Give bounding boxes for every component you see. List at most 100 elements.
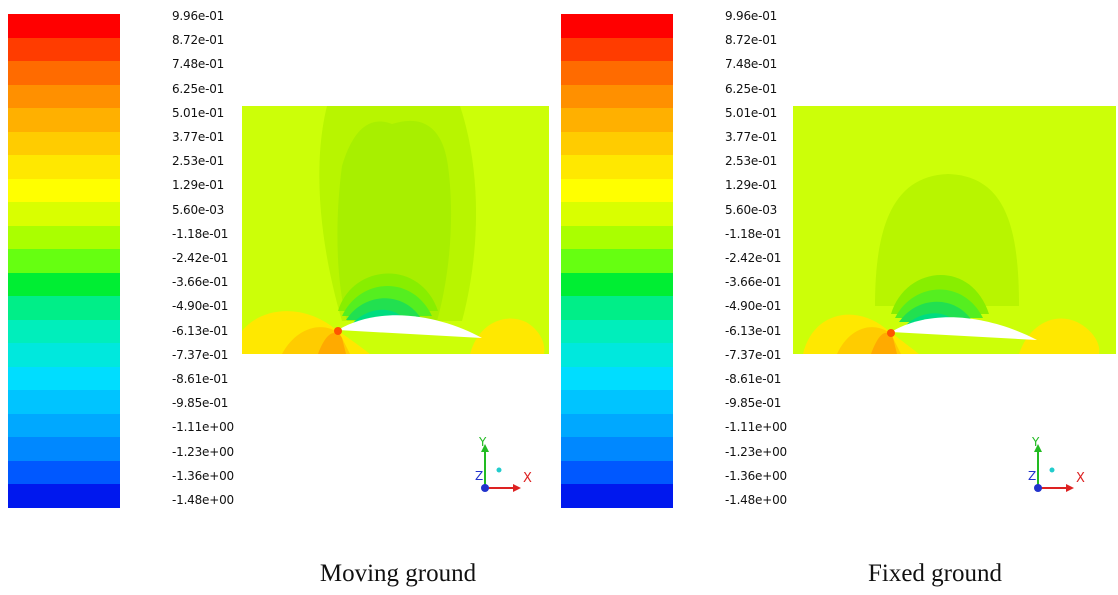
colorbar-swatch: [8, 437, 120, 462]
contour-plot: [242, 106, 549, 354]
axis-z-label: Z: [1028, 469, 1036, 483]
colorbar-tick-label: -1.48e+00: [172, 493, 234, 507]
colorbar-tick-label: -4.90e-01: [725, 299, 782, 314]
colorbar-swatch: [561, 484, 673, 509]
axis-x-label: X: [1076, 471, 1085, 486]
colorbar-tick-label: 3.77e-01: [172, 130, 225, 144]
colorbar-swatch: [561, 108, 673, 133]
colorbar-swatch: [561, 84, 673, 109]
colorbar-tick-label: 9.96e-01: [172, 9, 225, 23]
colorbar-tick-label: 6.25e-01: [725, 81, 778, 96]
colorbar-swatch: [8, 108, 120, 133]
colorbar-tick-label: 1.29e-01: [725, 178, 778, 193]
colorbar-swatch: [561, 343, 673, 368]
caption: Fixed ground: [867, 560, 1003, 587]
colorbar-swatch: [561, 437, 673, 462]
colorbar-tick-label: -1.36e+00: [725, 468, 787, 483]
colorbar-swatch: [8, 14, 120, 39]
colorbar-tick-label: 9.96e-01: [725, 9, 778, 23]
axes-triad: Y X Z: [475, 435, 532, 492]
colorbar-swatch: [8, 37, 120, 62]
axis-x-label: X: [523, 471, 532, 486]
colorbar: [561, 14, 673, 509]
colorbar-tick-label: -6.13e-01: [725, 323, 782, 338]
contour-plot: [793, 106, 1116, 354]
colorbar-tick-label: -6.13e-01: [172, 323, 229, 338]
colorbar-swatch: [8, 413, 120, 438]
colorbar-swatch: [561, 155, 673, 180]
colorbar-tick-label: 8.72e-01: [725, 33, 778, 48]
colorbar-swatch: [8, 131, 120, 156]
colorbar-swatch: [8, 178, 120, 203]
colorbar-tick-label: -1.18e-01: [725, 226, 782, 241]
colorbar-tick-label: -1.18e-01: [172, 226, 229, 241]
colorbar-swatch: [8, 390, 120, 415]
caption: Moving ground: [319, 560, 477, 587]
colorbar-swatch: [8, 366, 120, 391]
colorbar-tick-label: -1.36e+00: [172, 468, 234, 483]
colorbar-tick-label: 1.29e-01: [172, 178, 225, 193]
colorbar-swatch: [8, 249, 120, 274]
colorbar-tick-label: 3.77e-01: [725, 130, 778, 144]
colorbar-tick-label: 5.01e-01: [172, 105, 225, 120]
colorbar-tick-label: 7.48e-01: [172, 57, 225, 72]
colorbar-tick-label: -7.37e-01: [725, 347, 782, 362]
colorbar-swatch: [8, 484, 120, 509]
colorbar: [8, 14, 120, 509]
colorbar-swatch: [8, 202, 120, 227]
colorbar-swatch: [561, 413, 673, 438]
colorbar-tick-label: -8.61e-01: [725, 372, 782, 386]
colorbar-tick-label: 8.72e-01: [172, 33, 225, 48]
colorbar-tick-label: -2.42e-01: [725, 251, 782, 265]
colorbar-tick-label: 2.53e-01: [725, 154, 778, 169]
colorbar-swatch: [561, 37, 673, 62]
colorbar-swatch: [561, 202, 673, 227]
colorbar-tick-label: 5.01e-01: [725, 105, 778, 120]
colorbar-swatch: [8, 225, 120, 250]
panel-moving-ground: 9.96e-01 8.72e-01 7.48e-01 6.25e-01 5.01e-01…: [8, 9, 549, 587]
colorbar-swatch: [8, 61, 120, 86]
colorbar-tick-label: 5.60e-03: [725, 202, 778, 217]
colorbar-tick-label: -1.48e+00: [725, 493, 787, 507]
colorbar-swatch: [561, 319, 673, 344]
colorbar-swatch: [561, 61, 673, 86]
colorbar-swatch: [561, 296, 673, 321]
panel-fixed-ground: 9.96e-01 8.72e-01 7.48e-01 6.25e-01 5.01e-01…: [553, 0, 1116, 595]
colorbar-tick-label: -1.11e+00: [725, 420, 787, 435]
colorbar-swatch: [8, 272, 120, 297]
colorbar-swatch: [8, 296, 120, 321]
colorbar-tick-label: -8.61e-01: [172, 372, 229, 386]
colorbar-tick-label: -1.11e+00: [172, 420, 234, 435]
colorbar-swatch: [561, 366, 673, 391]
colorbar-swatch: [561, 225, 673, 250]
colorbar-tick-label: -2.42e-01: [172, 251, 229, 265]
colorbar-swatch: [561, 14, 673, 39]
colorbar-tick-label: -7.37e-01: [172, 347, 229, 362]
colorbar-tick-label: -1.23e+00: [172, 444, 234, 459]
colorbar-swatch: [561, 249, 673, 274]
colorbar-tick-label: 6.25e-01: [172, 81, 225, 96]
colorbar-swatch: [561, 178, 673, 203]
colorbar-swatch: [561, 272, 673, 297]
colorbar-swatch: [8, 319, 120, 344]
colorbar-tick-label: -9.85e-01: [172, 396, 229, 411]
colorbar-tick-label: 5.60e-03: [172, 202, 225, 217]
colorbar-swatch: [561, 460, 673, 485]
colorbar-swatch: [8, 460, 120, 485]
axes-triad: Y X Z: [1028, 435, 1085, 492]
colorbar-tick-label: -1.23e+00: [725, 444, 787, 459]
colorbar-swatch: [561, 390, 673, 415]
colorbar-tick-label: -3.66e-01: [172, 275, 229, 290]
axis-z-label: Z: [475, 469, 483, 483]
axis-y-label: Y: [478, 435, 487, 449]
colorbar-tick-label: 7.48e-01: [725, 57, 778, 72]
colorbar-swatch: [8, 155, 120, 180]
colorbar-tick-label: -4.90e-01: [172, 299, 229, 314]
colorbar-swatch: [561, 131, 673, 156]
colorbar-swatch: [8, 84, 120, 109]
colorbar-tick-label: -9.85e-01: [725, 396, 782, 411]
axis-y-label: Y: [1031, 435, 1040, 449]
colorbar-swatch: [8, 343, 120, 368]
colorbar-tick-label: -3.66e-01: [725, 275, 782, 290]
colorbar-tick-label: 2.53e-01: [172, 154, 225, 169]
